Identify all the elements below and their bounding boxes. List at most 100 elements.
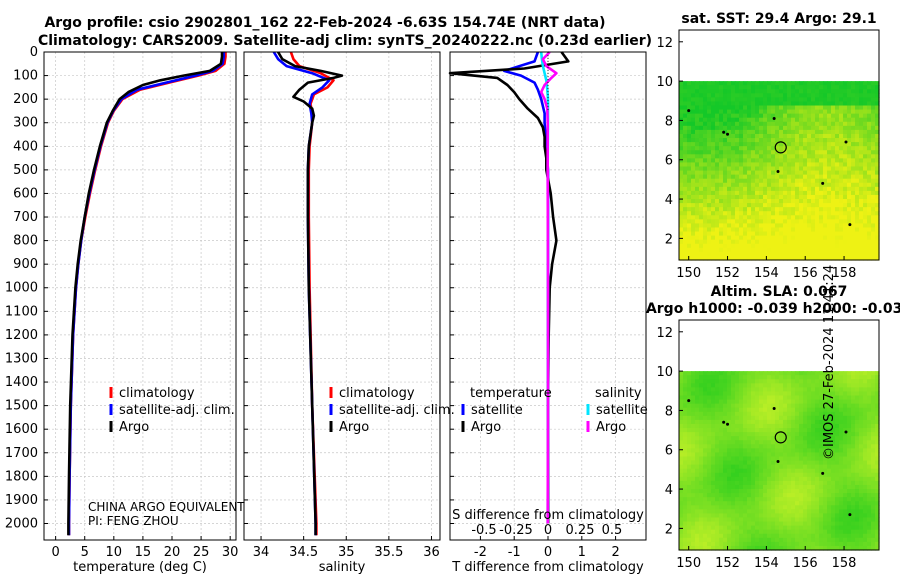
map-cell — [711, 239, 716, 245]
map-cell — [875, 545, 880, 551]
map-cell — [799, 464, 804, 470]
map-cell — [831, 517, 836, 523]
map-cell — [687, 484, 692, 490]
map-cell — [711, 517, 716, 523]
map-cell — [759, 235, 764, 241]
map-cell — [863, 251, 868, 257]
map-cell — [727, 133, 732, 139]
map-cell — [719, 150, 724, 155]
map-cell — [831, 81, 836, 86]
map-cell — [787, 223, 792, 229]
map-cell — [735, 142, 740, 147]
map-cell — [699, 371, 704, 376]
map-cell — [831, 194, 836, 200]
map-cell — [775, 190, 780, 196]
map-cell — [783, 529, 788, 535]
map-cell — [795, 456, 800, 462]
map-cell — [691, 81, 696, 86]
map-cell — [747, 415, 752, 421]
map-cell — [723, 419, 728, 425]
map-cell — [735, 101, 740, 107]
map-cell — [831, 468, 836, 474]
map-cell — [735, 472, 740, 478]
map-cell — [875, 415, 880, 421]
map-cell — [743, 464, 748, 470]
map-cell — [799, 521, 804, 527]
map-cell — [855, 395, 860, 401]
map-cell — [791, 81, 796, 86]
map-cell — [815, 533, 820, 539]
map-cell — [775, 529, 780, 535]
map-cell — [799, 399, 804, 405]
map-cell — [691, 190, 696, 196]
map-cell — [823, 211, 828, 216]
map-cell — [771, 480, 776, 486]
map-cell — [791, 223, 796, 229]
map-cell — [819, 423, 824, 429]
map-cell — [851, 379, 856, 384]
map-cell — [827, 415, 832, 421]
map-cell — [823, 215, 828, 220]
map-cell — [795, 89, 800, 94]
map-cell — [755, 472, 760, 478]
map-cell — [803, 456, 808, 462]
map-cell — [835, 460, 840, 466]
map-cell — [807, 432, 812, 437]
map-cell — [719, 419, 724, 425]
map-cell — [775, 129, 780, 135]
map-cell — [683, 199, 688, 204]
map-cell — [835, 125, 840, 131]
map-cell — [719, 472, 724, 478]
map-cell — [851, 521, 856, 527]
map-cell — [863, 517, 868, 523]
map-cell — [843, 517, 848, 523]
map-cell — [735, 89, 740, 94]
map-cell — [775, 489, 780, 494]
map-cell — [695, 501, 700, 506]
map-cell — [831, 497, 836, 502]
map-cell — [695, 133, 700, 139]
map-cell — [875, 501, 880, 506]
map-cell — [743, 403, 748, 409]
map-cell — [827, 235, 832, 241]
map-cell — [775, 182, 780, 188]
map-cell — [807, 395, 812, 401]
map-cell — [747, 525, 752, 531]
map-cell — [807, 415, 812, 421]
map-cell — [803, 190, 808, 196]
map-cell — [803, 379, 808, 384]
map-cell — [771, 133, 776, 139]
map-cell — [719, 444, 724, 449]
map-cell — [843, 395, 848, 401]
map-cell — [855, 432, 860, 437]
map-cell — [775, 89, 780, 94]
map-cell — [875, 133, 880, 139]
map-cell — [695, 432, 700, 437]
map-cell — [843, 158, 848, 164]
map-cell — [699, 117, 704, 123]
map-cell — [867, 375, 872, 380]
map-cell — [867, 170, 872, 176]
map-cell — [747, 199, 752, 204]
map-cell — [679, 497, 684, 502]
map-cell — [851, 121, 856, 127]
map-cell — [787, 432, 792, 437]
map-cell — [815, 423, 820, 429]
map-cell — [859, 170, 864, 176]
map-cell — [815, 391, 820, 397]
map-cell — [851, 239, 856, 245]
map-cell — [783, 117, 788, 123]
salinity-diff-tick-label: -0.25 — [499, 523, 533, 538]
map-cell — [863, 174, 868, 180]
map-cell — [711, 101, 716, 107]
map-cell — [747, 497, 752, 502]
map-cell — [791, 146, 796, 151]
map-cell — [767, 239, 772, 245]
map-cell — [771, 182, 776, 188]
map-cell — [719, 497, 724, 502]
map-cell — [815, 395, 820, 401]
map-cell — [871, 517, 876, 523]
map-cell — [835, 178, 840, 184]
map-cell — [775, 113, 780, 119]
map-cell — [807, 174, 812, 180]
